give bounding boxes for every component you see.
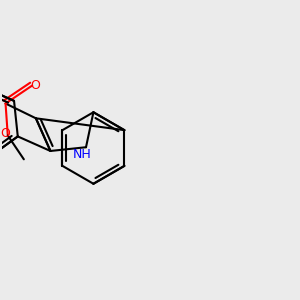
Text: O: O	[0, 127, 10, 140]
Text: O: O	[30, 79, 40, 92]
Text: NH: NH	[73, 148, 92, 161]
